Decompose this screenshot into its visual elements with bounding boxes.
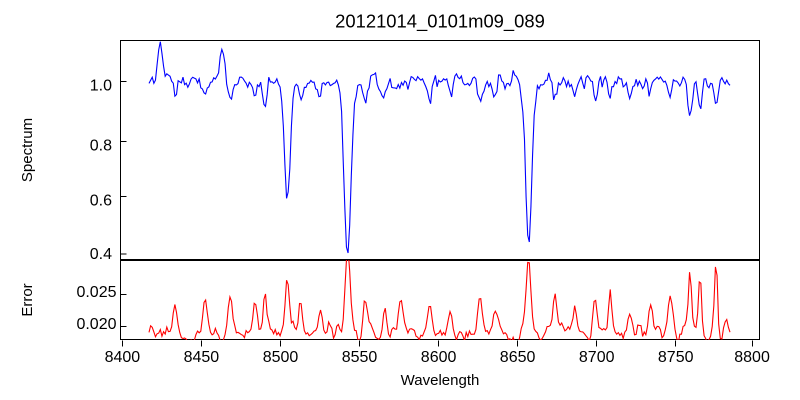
svg-text:0.8: 0.8 — [90, 138, 112, 155]
svg-text:0.6: 0.6 — [90, 193, 112, 210]
svg-text:Wavelength: Wavelength — [401, 372, 480, 389]
svg-text:8500: 8500 — [263, 349, 299, 366]
svg-text:8550: 8550 — [342, 349, 378, 366]
svg-text:1.0: 1.0 — [90, 78, 112, 95]
svg-text:8700: 8700 — [579, 349, 615, 366]
svg-text:0.025: 0.025 — [76, 284, 116, 301]
svg-text:0.020: 0.020 — [76, 316, 116, 333]
svg-text:8600: 8600 — [421, 349, 457, 366]
svg-text:8450: 8450 — [184, 349, 220, 366]
svg-text:0.4: 0.4 — [90, 246, 112, 263]
svg-text:20121014_0101m09_089: 20121014_0101m09_089 — [335, 11, 545, 33]
svg-text:8800: 8800 — [734, 349, 770, 366]
svg-text:Error: Error — [19, 283, 36, 316]
svg-text:8750: 8750 — [658, 349, 694, 366]
svg-text:Spectrum: Spectrum — [19, 118, 36, 182]
svg-text:8400: 8400 — [105, 349, 141, 366]
svg-text:8650: 8650 — [500, 349, 536, 366]
